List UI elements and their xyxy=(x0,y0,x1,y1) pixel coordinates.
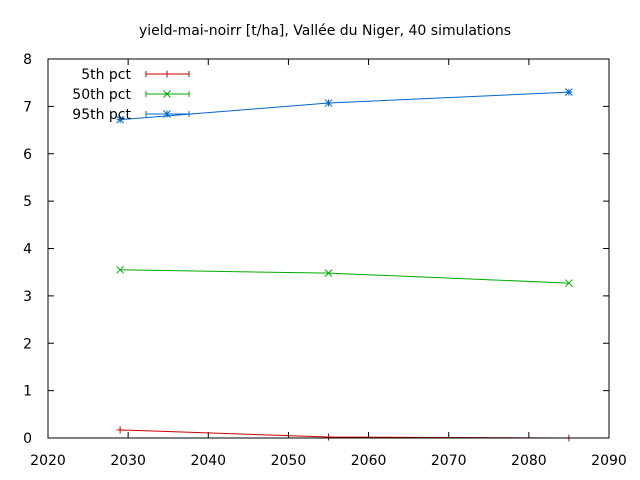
legend-label: 95th pct xyxy=(72,107,131,123)
data-point xyxy=(116,426,124,434)
y-tick-label: 1 xyxy=(23,384,32,400)
y-tick-label: 8 xyxy=(23,52,32,68)
data-point xyxy=(565,88,573,97)
x-tick-label: 2020 xyxy=(30,453,66,469)
data-point xyxy=(116,115,124,124)
series-1 xyxy=(116,426,573,442)
x-tick-label: 2080 xyxy=(511,453,547,469)
y-tick-label: 2 xyxy=(23,336,32,352)
legend: 5th pct 50th pct 95th pct xyxy=(72,67,190,123)
x-tick-label: 2050 xyxy=(271,453,307,469)
data-point xyxy=(325,433,332,441)
plot-frame xyxy=(47,58,610,439)
series-line xyxy=(120,269,569,284)
y-tick-label: 7 xyxy=(23,99,32,115)
y-tick-label: 5 xyxy=(23,194,32,210)
x-tick-label: 2060 xyxy=(351,453,387,469)
data-point xyxy=(565,279,573,287)
x-tick-label: 2090 xyxy=(591,453,627,469)
data-point xyxy=(116,265,124,274)
series-layer xyxy=(116,88,573,442)
y-tick-label: 0 xyxy=(23,431,32,447)
series-line xyxy=(120,429,569,439)
legend-marker xyxy=(163,70,171,78)
series-line xyxy=(120,91,569,121)
x-tick-label: 2030 xyxy=(110,453,146,469)
legend-label: 5th pct xyxy=(81,67,131,83)
series-3 xyxy=(116,88,573,124)
y-tick-label: 3 xyxy=(23,289,32,305)
legend-marker xyxy=(163,90,171,98)
x-tick-label: 2070 xyxy=(431,453,467,469)
legend-marker xyxy=(163,110,171,118)
x-tick-label: 2040 xyxy=(190,453,226,469)
y-tick-label: 4 xyxy=(23,242,32,258)
series-2 xyxy=(116,265,573,287)
chart-title: yield-mai-noirr [t/ha], Vallée du Niger,… xyxy=(139,23,511,39)
legend-label: 50th pct xyxy=(72,87,131,103)
data-point xyxy=(324,99,333,107)
data-point xyxy=(324,269,333,277)
axes: 2020 2030 2040 2050 2060 2070 2080 2090 0 1 2 3 4 5 6 7… xyxy=(23,52,627,469)
y-tick-label: 6 xyxy=(23,147,32,163)
